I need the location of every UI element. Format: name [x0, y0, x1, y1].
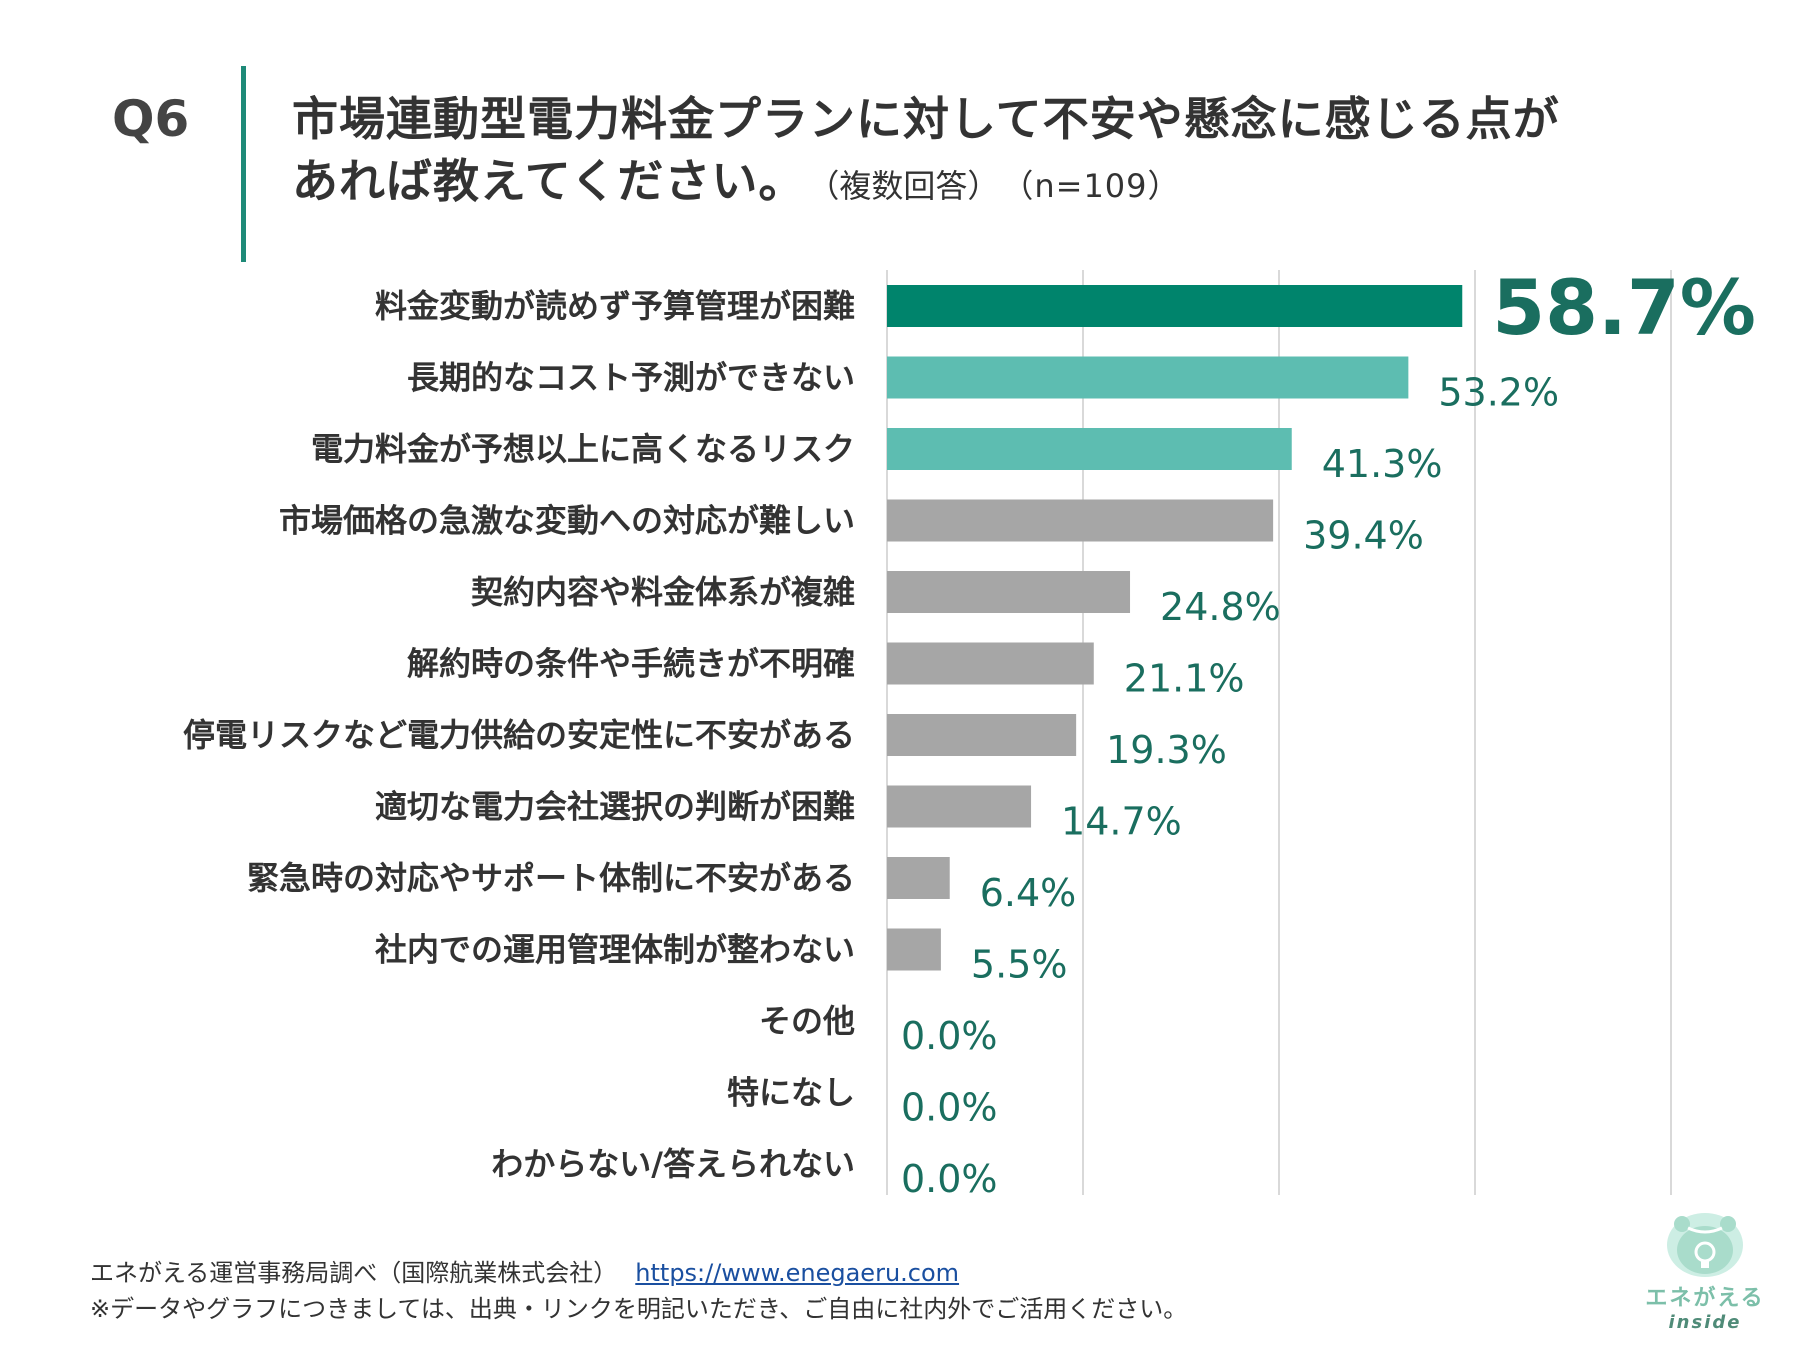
sample-size: （n=109）	[1017, 167, 1181, 205]
footer: エネがえる運営事務局調べ（国際航業株式会社） https://www.enegae…	[90, 1255, 1187, 1327]
category-label: 緊急時の対応やサポート体制に不安がある	[247, 859, 855, 897]
category-label: 料金変動が読めず予算管理が困難	[375, 287, 855, 325]
category-label: 契約内容や料金体系が複雑	[471, 573, 855, 611]
value-label: 6.4%	[980, 871, 1077, 915]
bar	[887, 642, 1094, 685]
category-label: わからない/答えられない	[491, 1145, 855, 1183]
value-label: 0.0%	[901, 1014, 998, 1058]
category-label: 社内での運用管理体制が整わない	[375, 931, 855, 969]
bar	[887, 285, 1463, 327]
logo-name: エネがえる	[1645, 1286, 1765, 1311]
title-line-1: 市場連動型電力料金プランに対して不安や懸念に感じる点が	[292, 92, 1560, 146]
value-label: 53.2%	[1438, 371, 1559, 415]
logo-mascot-icon	[1667, 1213, 1743, 1277]
bar	[887, 714, 1077, 756]
title-line-2-text: あれば教えてください。	[292, 154, 806, 208]
value-label: 41.3%	[1322, 442, 1443, 486]
logo-sub: inside	[1668, 1312, 1742, 1333]
category-label: 解約時の条件や手続きが不明確	[407, 645, 855, 683]
usage-note: ※データやグラフにつきましては、出典・リンクを明記いただき、ご自由に社内外でご活…	[90, 1295, 1188, 1323]
category-label: 適切な電力会社選択の判断が困難	[375, 788, 855, 826]
category-label: 市場価格の急激な変動への対応が難しい	[279, 502, 855, 540]
category-label: 特になし	[727, 1074, 855, 1112]
value-label: 19.3%	[1106, 728, 1227, 772]
answer-type-note: （複数回答）	[823, 167, 1000, 205]
bar	[887, 428, 1292, 470]
bar-chart: 料金変動が読めず予算管理が困難 58.7% 長期的なコスト予測ができない 53.2% 電…	[183, 263, 1756, 1201]
bar	[887, 571, 1131, 613]
question-title: 市場連動型電力料金プランに対して不安や懸念に感じる点が あれば教えてください。 （…	[292, 88, 1772, 217]
value-label: 24.8%	[1160, 585, 1281, 629]
value-label: 14.7%	[1061, 800, 1182, 844]
value-label: 58.7%	[1492, 263, 1756, 352]
source-link[interactable]: https://www.enegaeru.com	[635, 1259, 960, 1287]
title-divider	[241, 66, 246, 262]
bar	[887, 356, 1409, 399]
category-label: 電力料金が予想以上に高くなるリスク	[311, 430, 855, 468]
category-label: 停電リスクなど電力供給の安定性に不安がある	[183, 716, 855, 754]
bar	[887, 857, 950, 899]
category-label: 長期的なコスト予測ができない	[407, 359, 855, 397]
bar	[887, 785, 1032, 828]
bar	[887, 499, 1274, 542]
footer-source-line: エネがえる運営事務局調べ（国際航業株式会社） https://www.enegae…	[90, 1255, 1187, 1291]
value-label: 0.0%	[901, 1157, 998, 1201]
source-text: エネがえる運営事務局調べ（国際航業株式会社）	[90, 1259, 618, 1287]
bar	[887, 928, 941, 971]
title-line-2: あれば教えてください。 （複数回答） （n=109）	[292, 150, 1772, 217]
value-label: 0.0%	[901, 1086, 998, 1130]
question-number: Q6	[112, 90, 190, 148]
value-label: 39.4%	[1303, 514, 1424, 558]
brand-logo: エネがえる inside	[1630, 1200, 1780, 1340]
value-label: 21.1%	[1124, 657, 1245, 701]
category-label: その他	[759, 1002, 855, 1040]
value-label: 5.5%	[971, 943, 1068, 987]
